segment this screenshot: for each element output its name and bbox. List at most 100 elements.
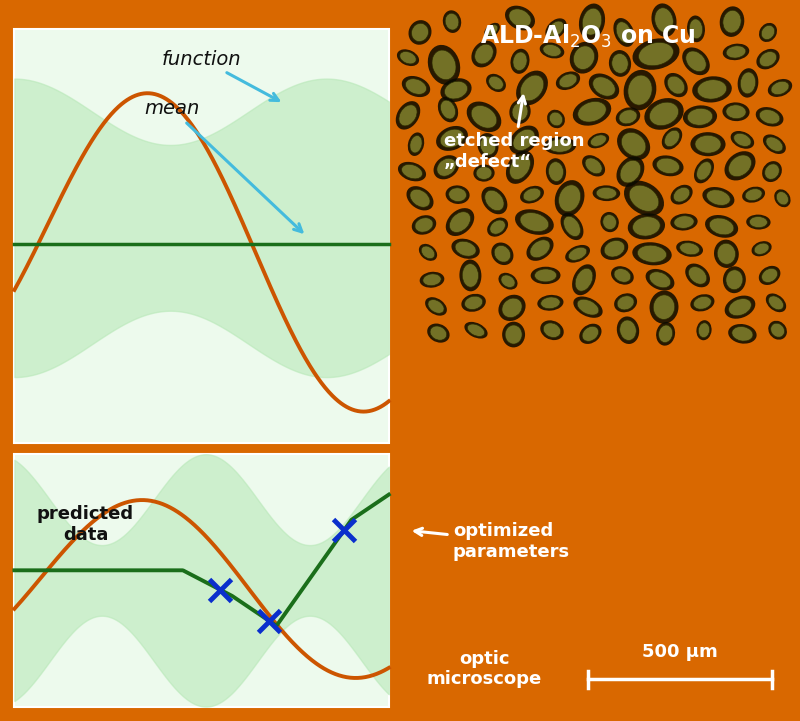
Ellipse shape [725,296,755,319]
Ellipse shape [505,325,522,344]
Ellipse shape [506,151,534,184]
Ellipse shape [604,241,625,257]
Ellipse shape [619,110,637,124]
Ellipse shape [400,51,416,64]
Ellipse shape [548,21,564,37]
Ellipse shape [573,98,611,125]
Ellipse shape [515,209,554,235]
Ellipse shape [726,270,743,290]
Ellipse shape [544,137,576,154]
Ellipse shape [658,325,673,342]
Ellipse shape [602,215,617,229]
Ellipse shape [563,216,581,236]
Ellipse shape [412,215,436,235]
Ellipse shape [430,326,446,340]
Ellipse shape [409,20,431,45]
Ellipse shape [694,159,714,183]
Ellipse shape [600,212,619,232]
Ellipse shape [686,51,706,71]
Ellipse shape [399,105,417,126]
Ellipse shape [732,327,753,341]
Ellipse shape [471,105,497,128]
Ellipse shape [720,6,744,37]
Ellipse shape [682,48,710,75]
Ellipse shape [651,4,677,37]
Ellipse shape [774,190,790,207]
Ellipse shape [437,159,456,176]
Ellipse shape [423,274,441,286]
Ellipse shape [434,155,459,180]
Ellipse shape [487,218,508,236]
Ellipse shape [695,136,721,153]
Ellipse shape [490,220,506,234]
Ellipse shape [706,190,730,205]
Ellipse shape [665,131,679,146]
Ellipse shape [674,187,690,202]
Ellipse shape [589,74,619,99]
Ellipse shape [467,324,485,337]
Ellipse shape [756,107,783,127]
Ellipse shape [543,323,561,337]
Ellipse shape [628,213,665,239]
Ellipse shape [398,162,426,182]
Ellipse shape [765,164,779,180]
Ellipse shape [714,239,739,268]
Ellipse shape [629,185,659,211]
Ellipse shape [411,23,429,42]
Ellipse shape [556,71,580,90]
Ellipse shape [428,45,460,85]
Ellipse shape [601,237,628,260]
Ellipse shape [670,185,693,205]
Ellipse shape [486,25,498,36]
Ellipse shape [498,273,518,290]
Ellipse shape [667,76,685,94]
Ellipse shape [494,245,510,262]
Ellipse shape [722,44,750,60]
Ellipse shape [740,72,756,94]
Ellipse shape [745,189,762,200]
Ellipse shape [730,131,754,149]
Ellipse shape [746,215,770,229]
Ellipse shape [756,49,780,69]
Ellipse shape [759,51,777,67]
Ellipse shape [478,133,498,158]
Ellipse shape [614,293,637,312]
Ellipse shape [734,133,751,146]
Ellipse shape [485,190,504,211]
Ellipse shape [455,242,476,256]
Ellipse shape [530,267,561,284]
Ellipse shape [705,215,738,238]
Ellipse shape [585,158,602,174]
Ellipse shape [510,99,530,124]
Ellipse shape [763,134,786,154]
Ellipse shape [738,68,758,97]
Ellipse shape [548,139,572,152]
Ellipse shape [501,275,515,288]
Ellipse shape [568,247,587,260]
Ellipse shape [624,70,656,110]
Ellipse shape [565,245,590,262]
Ellipse shape [574,46,594,69]
Ellipse shape [644,98,684,130]
Ellipse shape [759,23,777,42]
Bar [14,454,389,707]
Ellipse shape [593,77,615,96]
Ellipse shape [766,293,786,312]
Ellipse shape [491,242,514,265]
Ellipse shape [759,266,780,285]
Ellipse shape [697,162,711,180]
Ellipse shape [540,320,564,340]
Ellipse shape [523,188,541,201]
Ellipse shape [570,42,598,74]
Ellipse shape [633,217,660,236]
Ellipse shape [402,164,422,179]
Ellipse shape [446,208,474,236]
Ellipse shape [408,133,424,156]
Ellipse shape [446,185,470,204]
Ellipse shape [620,320,636,340]
Ellipse shape [427,324,450,342]
Ellipse shape [729,298,751,316]
Ellipse shape [440,129,464,148]
Ellipse shape [465,296,482,309]
Ellipse shape [726,45,746,58]
